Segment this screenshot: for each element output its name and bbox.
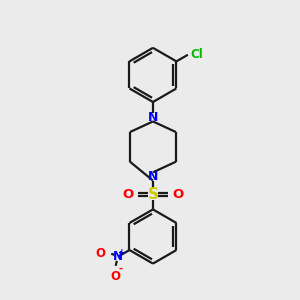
Text: +: + bbox=[118, 248, 126, 257]
Text: Cl: Cl bbox=[190, 48, 203, 61]
Text: O: O bbox=[122, 188, 134, 201]
Text: O: O bbox=[111, 270, 121, 283]
Text: N: N bbox=[148, 111, 158, 124]
Text: N: N bbox=[148, 170, 158, 183]
Text: -: - bbox=[119, 264, 123, 274]
Text: O: O bbox=[172, 188, 184, 201]
Text: S: S bbox=[147, 187, 158, 202]
Text: N: N bbox=[113, 250, 123, 263]
Text: O: O bbox=[96, 247, 106, 260]
